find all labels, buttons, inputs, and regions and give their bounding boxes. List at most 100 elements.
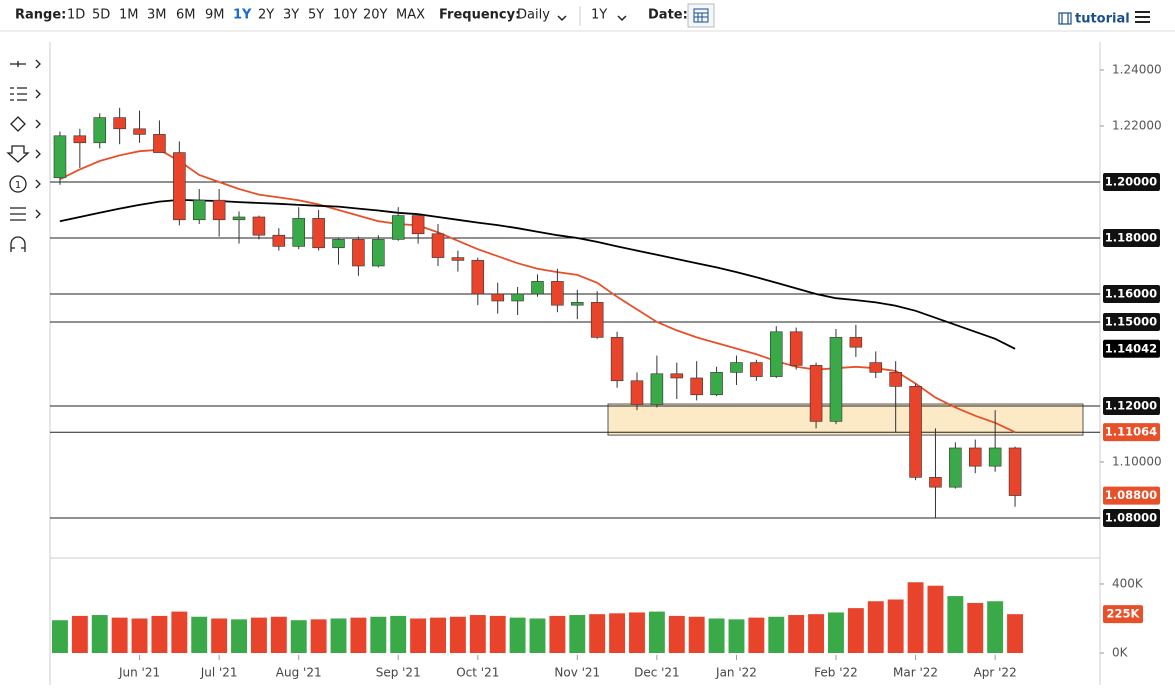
candle-body xyxy=(133,128,146,135)
volume-bar xyxy=(668,615,685,653)
volume-bar xyxy=(449,616,466,653)
volume-bar xyxy=(310,619,327,653)
volume-bar xyxy=(589,614,606,653)
range-button[interactable]: 9M xyxy=(205,8,225,23)
last-price-label: 1.08800 xyxy=(1105,488,1157,502)
x-tick-label: Oct '21 xyxy=(456,666,499,680)
period-select[interactable]: 1Y xyxy=(591,8,607,23)
candle-body xyxy=(173,152,186,221)
range-button[interactable]: 6M xyxy=(176,8,196,23)
candle-body xyxy=(471,260,485,295)
range-button[interactable]: 1M xyxy=(119,8,139,23)
candle-body xyxy=(73,135,87,144)
candle-body xyxy=(650,373,664,405)
menu-icon[interactable] xyxy=(1135,11,1150,23)
volume-bar xyxy=(967,602,984,653)
tutorial-link[interactable]: tutorial xyxy=(1075,12,1130,27)
range-button[interactable]: 3Y xyxy=(283,8,299,23)
volume-last-box xyxy=(1103,605,1143,624)
volume-bar xyxy=(987,601,1004,653)
candle-body xyxy=(690,377,703,396)
volume-bar xyxy=(91,615,108,653)
volume-bar xyxy=(808,614,825,653)
frequency-label: Frequency: xyxy=(439,8,520,23)
volume-bar xyxy=(748,617,765,653)
volume-tick-label: 400K xyxy=(1112,576,1144,590)
volume-bar xyxy=(569,615,586,653)
volume-last-label: 225K xyxy=(1107,607,1141,621)
level-label: 1.15000 xyxy=(1105,314,1157,328)
candle-body xyxy=(630,380,644,405)
level-label-box xyxy=(1103,228,1160,247)
tutorial-icon[interactable] xyxy=(1058,12,1072,25)
candle-body xyxy=(929,477,942,488)
volume-bar xyxy=(330,618,347,653)
volume-bar xyxy=(350,617,367,653)
candle-body xyxy=(551,281,564,306)
range-button[interactable]: 5Y xyxy=(308,8,324,23)
candle-body xyxy=(192,199,206,221)
range-button[interactable]: 10Y xyxy=(333,8,358,23)
volume-bar xyxy=(489,615,506,653)
volume-bar xyxy=(71,615,88,653)
volume-bar xyxy=(648,611,665,653)
volume-bar xyxy=(867,601,884,653)
volume-bar xyxy=(947,596,964,653)
y-tick-label: 1.22000 xyxy=(1112,118,1162,132)
candle-body xyxy=(113,117,126,130)
volume-bar xyxy=(529,618,546,653)
candle-body xyxy=(292,218,305,247)
candle-body xyxy=(571,302,584,306)
range-button[interactable]: 20Y xyxy=(363,8,388,23)
volume-bar xyxy=(629,612,645,653)
x-tick-label: Feb '22 xyxy=(814,666,858,680)
candle-body xyxy=(332,239,345,249)
range-button[interactable]: 1Y xyxy=(233,8,252,23)
range-button[interactable]: MAX xyxy=(396,8,425,23)
level-label-box xyxy=(1103,508,1160,527)
range-button[interactable]: 2Y xyxy=(258,8,274,23)
frequency-select[interactable]: Daily xyxy=(517,8,550,23)
x-tick-label: Aug '21 xyxy=(276,666,322,680)
candle-body xyxy=(730,362,743,373)
candle-body xyxy=(869,362,883,373)
calendar-button[interactable] xyxy=(687,3,715,28)
level-label: 1.08000 xyxy=(1105,510,1157,524)
candle-body xyxy=(909,386,922,478)
volume-bar xyxy=(828,612,844,653)
candle-body xyxy=(312,218,325,249)
volume-bar xyxy=(390,615,407,653)
volume-bar xyxy=(51,620,68,653)
range-label: Range: xyxy=(15,8,66,23)
dropdown-chevrons[interactable] xyxy=(557,15,627,22)
candle-body xyxy=(770,331,783,377)
range-button[interactable]: 3M xyxy=(147,8,167,23)
price-zone xyxy=(607,403,1084,436)
volume-bar xyxy=(728,619,745,653)
volume-bar xyxy=(270,616,287,653)
range-button[interactable]: 5D xyxy=(92,8,110,23)
candle-body xyxy=(670,373,684,379)
candle-body xyxy=(93,117,107,144)
candle-body xyxy=(809,365,823,422)
ma-label-box xyxy=(1103,339,1160,358)
candle-body xyxy=(53,135,67,179)
range-button[interactable]: 1D xyxy=(67,8,85,23)
volume-bar xyxy=(609,613,626,653)
ma-label-box xyxy=(1103,423,1160,442)
volume-bar xyxy=(509,617,526,653)
volume-tick-label: 0K xyxy=(1112,646,1129,660)
drawing-tools[interactable] xyxy=(6,59,41,252)
candle-body xyxy=(491,293,504,302)
level-label: 1.20000 xyxy=(1105,174,1157,188)
candle-body xyxy=(411,215,425,235)
level-label: 1.18000 xyxy=(1105,230,1157,244)
volume-bar xyxy=(927,585,944,653)
candle-body xyxy=(610,337,624,382)
candle-body xyxy=(590,302,604,338)
candle-body xyxy=(451,257,465,261)
candle-body xyxy=(889,372,902,387)
volume-bar xyxy=(788,615,805,653)
candle-body xyxy=(750,362,763,377)
